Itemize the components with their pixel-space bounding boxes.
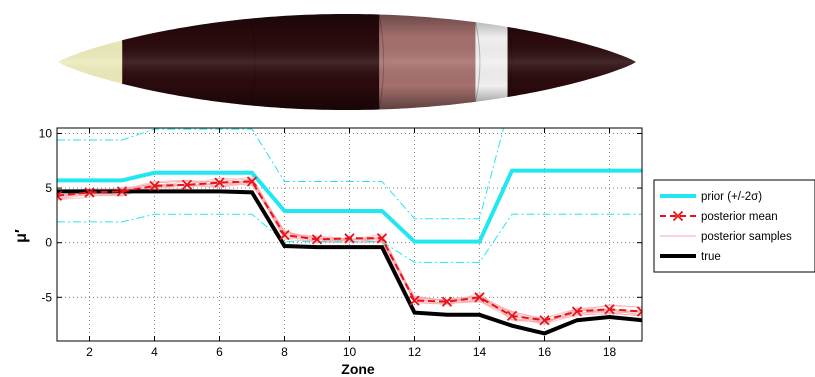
prior-band	[57, 128, 642, 263]
x-marker-stroke	[57, 194, 63, 201]
legend: prior (+/-2σ) posterior mean posterior sam…	[653, 179, 815, 273]
x-tick-label: 8	[281, 345, 288, 359]
plot-area	[57, 128, 642, 341]
posterior-mean-point	[409, 295, 420, 306]
posterior-mean-point	[246, 176, 258, 187]
x-axis-label: Zone	[341, 361, 375, 377]
legend-label: posterior mean	[701, 211, 778, 223]
axis-ticks: 2 4 6 8 10 12 14 16 18 -5 0 5 10	[39, 126, 642, 359]
x-marker-stroke	[409, 295, 420, 306]
x-marker-stroke	[116, 186, 128, 197]
posterior-mean-point	[57, 190, 63, 201]
y-tick-label: 10	[39, 126, 53, 140]
posterior-mean-point	[344, 233, 355, 244]
y-tick-label: -5	[41, 290, 52, 304]
x-marker-stroke	[181, 179, 193, 190]
x-marker-stroke	[84, 187, 95, 198]
true-line	[57, 189, 642, 336]
x-marker-stroke	[604, 304, 615, 315]
x-tick-label: 6	[216, 345, 223, 359]
x-marker-stroke	[214, 177, 225, 188]
x-marker-stroke	[246, 176, 258, 187]
legend-label: true	[701, 251, 721, 263]
posterior-mean-point	[84, 187, 95, 198]
zone-strip	[58, 14, 636, 110]
zone-strip-body	[58, 14, 636, 110]
x-tick-label: 4	[151, 345, 158, 359]
prior-lower-bound	[57, 213, 642, 263]
x-tick-label: 18	[603, 345, 617, 359]
y-tick-label: 0	[45, 236, 52, 250]
posterior-mean-point	[279, 229, 290, 241]
true-series	[57, 189, 642, 336]
posterior-mean-point	[149, 180, 160, 192]
x-marker-stroke	[636, 310, 642, 317]
posterior-mean-point	[214, 177, 225, 188]
x-marker-stroke	[149, 180, 160, 192]
x-marker-stroke	[279, 229, 290, 241]
prior-mean-line	[57, 168, 642, 244]
x-marker-stroke	[571, 306, 583, 317]
x-marker-stroke	[506, 310, 518, 322]
posterior-mean-point	[116, 186, 128, 197]
legend-label: posterior samples	[701, 231, 792, 243]
posterior-mean-series	[57, 176, 642, 326]
x-tick-label: 16	[538, 345, 552, 359]
legend-marker	[672, 210, 684, 222]
x-marker-stroke	[636, 306, 642, 313]
posterior-mean-point	[376, 233, 388, 244]
x-marker-stroke	[311, 234, 323, 245]
x-marker-stroke	[376, 233, 388, 244]
prior-upper-bound	[57, 128, 505, 220]
y-tick-label: 5	[45, 181, 52, 195]
posterior-mean-point	[539, 315, 550, 326]
posterior-mean-point	[604, 304, 615, 315]
x-marker-stroke	[57, 190, 63, 197]
x-tick-label: 2	[86, 345, 93, 359]
posterior-mean-point	[441, 296, 453, 307]
posterior-mean-point	[571, 306, 583, 317]
legend-label: prior (+/-2σ)	[701, 191, 762, 203]
posterior-mean-point	[636, 306, 642, 317]
x-tick-label: 12	[408, 345, 422, 359]
x-marker-stroke	[441, 296, 453, 307]
y-axis-label: μ′	[13, 229, 30, 243]
x-marker-stroke	[539, 315, 550, 326]
x-tick-label: 10	[343, 345, 357, 359]
zone-shading	[58, 14, 636, 110]
posterior-mean-point	[506, 310, 518, 322]
posterior-mean-point	[181, 179, 193, 190]
posterior-mean-point	[474, 292, 485, 303]
x-marker-stroke	[474, 292, 485, 303]
x-marker-stroke	[344, 233, 355, 244]
x-tick-label: 14	[473, 345, 487, 359]
posterior-mean-point	[311, 234, 323, 245]
